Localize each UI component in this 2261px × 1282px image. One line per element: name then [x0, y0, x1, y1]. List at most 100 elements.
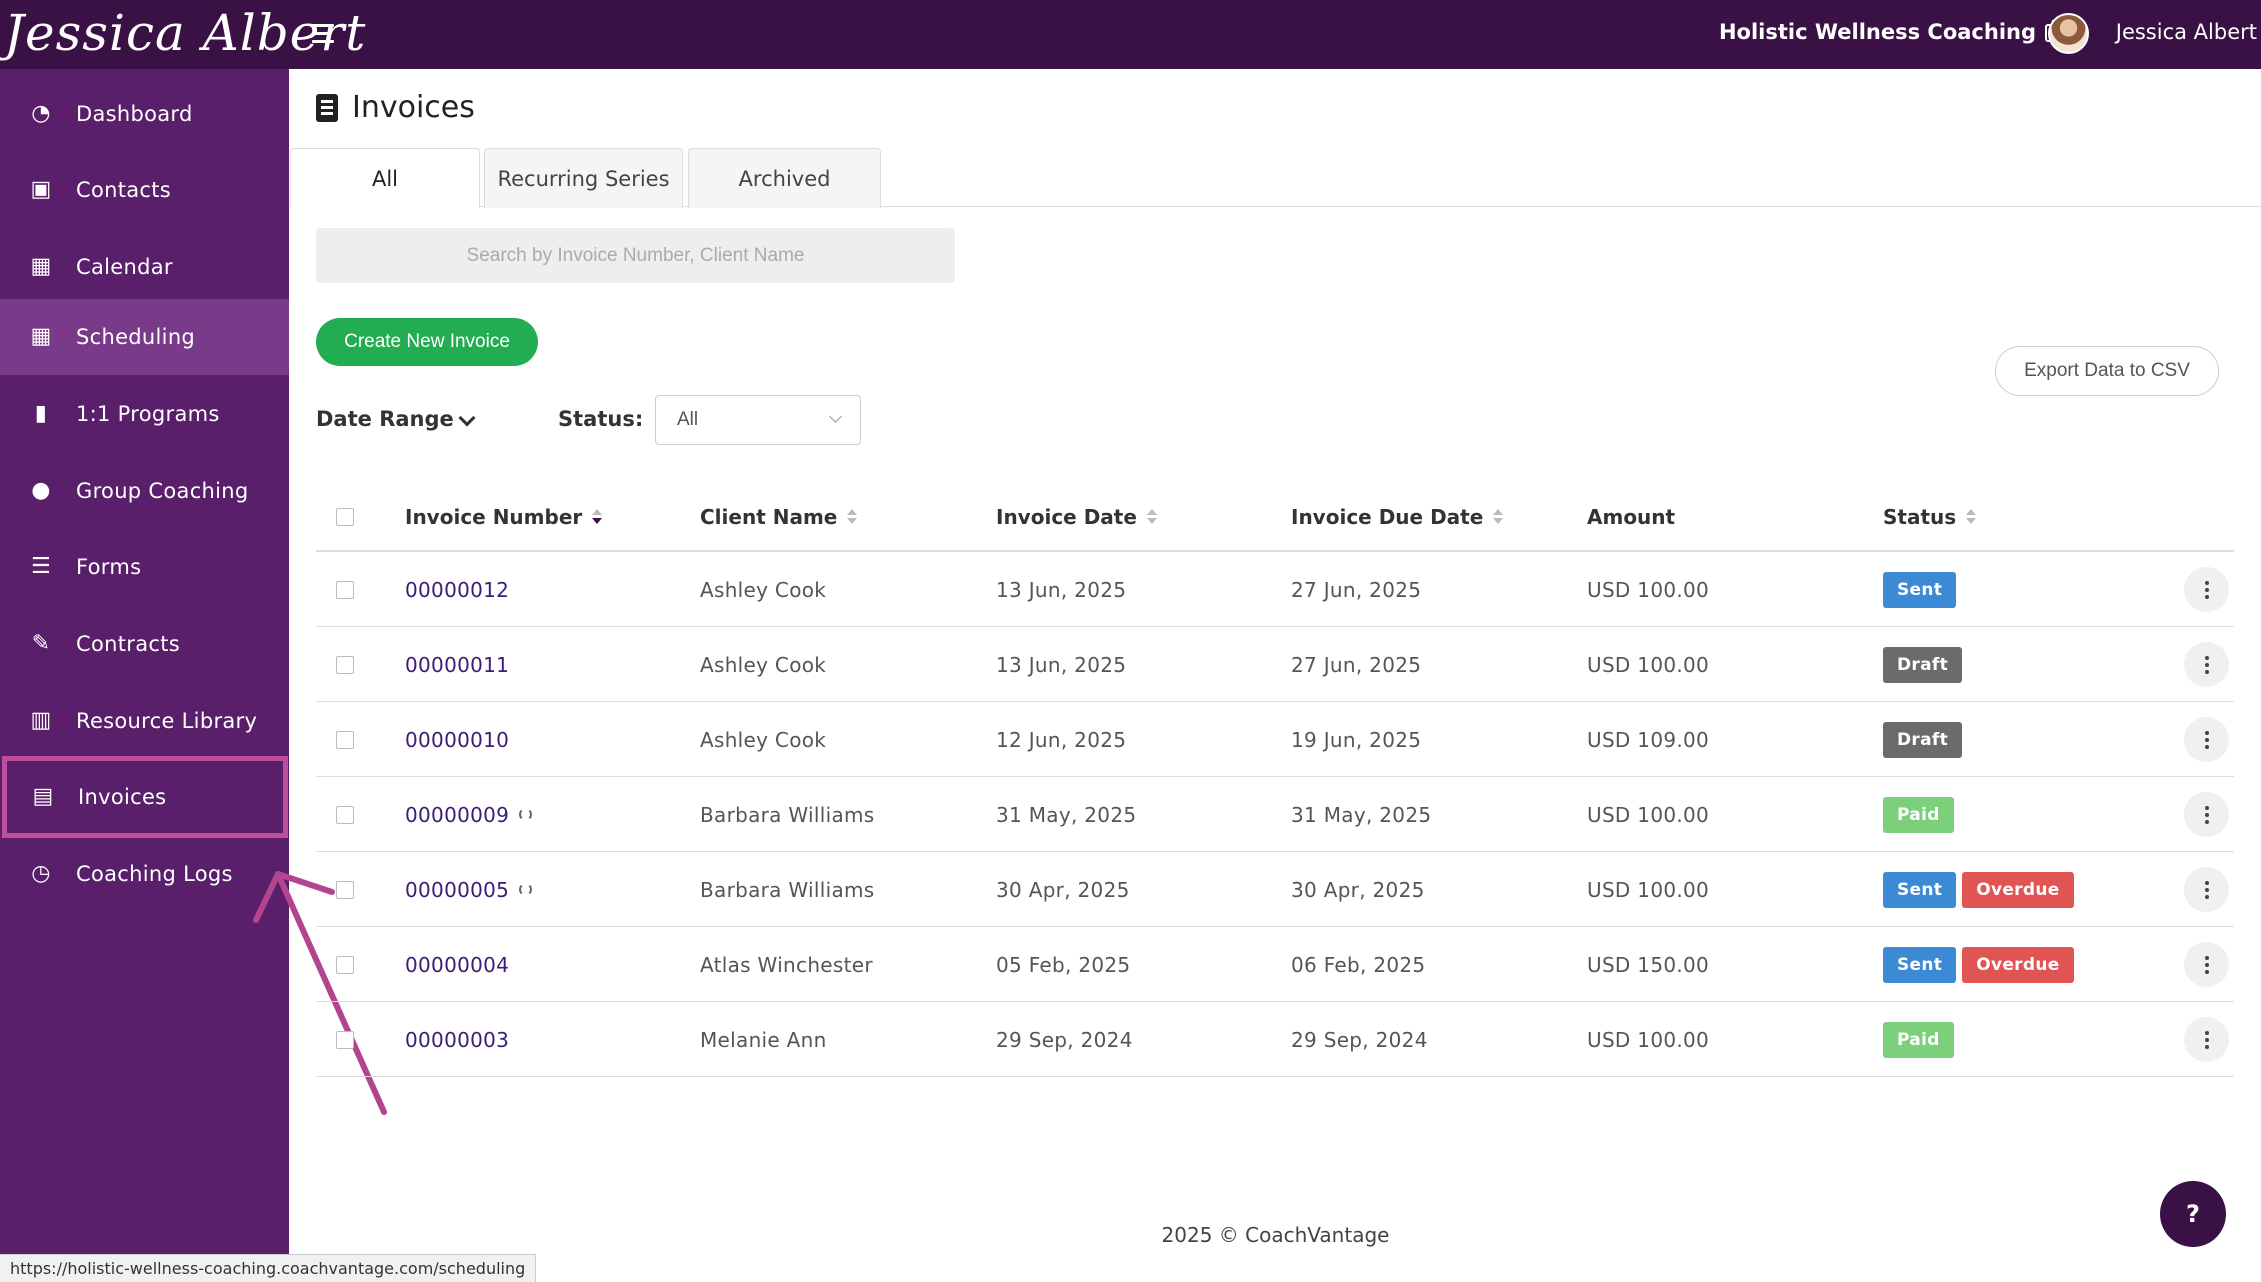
more-options-icon[interactable]	[2184, 642, 2229, 687]
row-checkbox[interactable]	[336, 956, 354, 974]
sidebar-item-calendar[interactable]: ▦ Calendar	[0, 229, 289, 305]
sidebar-item-programs[interactable]: ▮ 1:1 Programs	[0, 376, 289, 452]
export-csv-button[interactable]: Export Data to CSV	[1995, 346, 2219, 396]
help-button[interactable]: ?	[2160, 1181, 2226, 1247]
table-row[interactable]: 00000003 Melanie Ann 29 Sep, 2024 29 Sep, 2…	[316, 1002, 2234, 1077]
invoice-number-link[interactable]: 00000012	[405, 577, 510, 602]
column-amount: Amount	[1587, 505, 1676, 529]
status-badge: Draft	[1883, 721, 1962, 758]
row-checkbox[interactable]	[336, 806, 354, 824]
sort-icon[interactable]	[1493, 509, 1504, 525]
tab-all[interactable]: All	[290, 148, 480, 208]
status-badge: Sent	[1883, 946, 1957, 983]
amount-cell: USD 150.00	[1587, 952, 1710, 977]
table-row[interactable]: 00000011 Ashley Cook 13 Jun, 2025 27 Jun, 2…	[316, 627, 2234, 702]
invoice-number-link[interactable]: 00000010	[405, 727, 510, 752]
sidebar-item-label: Dashboard	[76, 102, 193, 126]
more-options-icon[interactable]	[2184, 717, 2229, 762]
client-name-cell: Ashley Cook	[700, 577, 827, 602]
status-select[interactable]: All	[655, 395, 861, 445]
sidebar: ◔ Dashboard ▣ Contacts ▦ Calendar ▦ Sche…	[0, 69, 289, 1282]
client-name-cell: Barbara Williams	[700, 877, 875, 902]
sort-icon[interactable]	[847, 509, 858, 525]
invoice-number-link[interactable]: 00000005	[405, 877, 510, 902]
sidebar-item-label: Invoices	[78, 785, 167, 809]
column-due-date[interactable]: Invoice Due Date	[1291, 482, 1504, 552]
client-name-cell: Melanie Ann	[700, 1027, 827, 1052]
more-options-icon[interactable]	[2184, 1017, 2229, 1062]
search-input[interactable]	[316, 228, 955, 283]
invoice-date-cell: 12 Jun, 2025	[996, 727, 1127, 752]
status-badge: Overdue	[1962, 871, 2074, 908]
column-invoice-number[interactable]: Invoice Number	[405, 482, 603, 552]
sort-icon[interactable]	[1146, 509, 1157, 525]
logo[interactable]: Jessica Albert	[4, 4, 367, 62]
status-badge: Sent	[1883, 571, 1957, 608]
invoice-number-link[interactable]: 00000011	[405, 652, 510, 677]
invoice-date-cell: 05 Feb, 2025	[996, 952, 1131, 977]
sidebar-item-contacts[interactable]: ▣ Contacts	[0, 152, 289, 228]
sidebar-item-label: Group Coaching	[76, 479, 249, 503]
invoice-date-cell: 13 Jun, 2025	[996, 652, 1127, 677]
sidebar-item-dashboard[interactable]: ◔ Dashboard	[0, 76, 289, 152]
menu-toggle-icon[interactable]	[312, 24, 336, 44]
invoice-number-link[interactable]: 00000004	[405, 952, 510, 977]
row-checkbox[interactable]	[336, 881, 354, 899]
sidebar-item-forms[interactable]: ☰ Forms	[0, 529, 289, 605]
due-date-cell: 27 Jun, 2025	[1291, 577, 1422, 602]
table-row[interactable]: 00000012 Ashley Cook 13 Jun, 2025 27 Jun, 2…	[316, 552, 2234, 627]
clock-icon: ◷	[31, 861, 51, 886]
avatar[interactable]	[2048, 13, 2089, 54]
table-row[interactable]: 00000009 Barbara Williams 31 May, 2025 31 M…	[316, 777, 2234, 852]
status-select-value: All	[677, 409, 699, 430]
invoice-date-cell: 30 Apr, 2025	[996, 877, 1130, 902]
sort-icon[interactable]	[592, 509, 603, 525]
more-options-icon[interactable]	[2184, 942, 2229, 987]
sidebar-item-group-coaching[interactable]: ● Group Coaching	[0, 453, 289, 529]
client-name-cell: Ashley Cook	[700, 727, 827, 752]
table-row[interactable]: 00000004 Atlas Winchester 05 Feb, 2025 06 F…	[316, 927, 2234, 1002]
tab-recurring-series[interactable]: Recurring Series	[484, 148, 683, 208]
chevron-down-icon	[829, 410, 842, 423]
sort-icon[interactable]	[1966, 509, 1977, 525]
date-range-filter[interactable]: Date Range	[316, 407, 454, 431]
user-name[interactable]: Jessica Albert	[2115, 20, 2257, 44]
column-invoice-date[interactable]: Invoice Date	[996, 482, 1157, 552]
invoice-number-link[interactable]: 00000009	[405, 802, 510, 827]
table-row[interactable]: 00000010 Ashley Cook 12 Jun, 2025 19 Jun, 2…	[316, 702, 2234, 777]
invoice-number-cell: 00000012	[405, 552, 509, 627]
more-options-icon[interactable]	[2184, 567, 2229, 612]
status-bar-url: https://holistic-wellness-coaching.coach…	[0, 1254, 537, 1282]
organization-name[interactable]: Holistic Wellness Coaching	[1718, 20, 2036, 44]
chevron-down-icon[interactable]	[458, 409, 476, 427]
tabs-divider	[290, 206, 2261, 207]
invoice-date-cell: 31 May, 2025	[996, 802, 1137, 827]
sidebar-item-scheduling[interactable]: ▦ Scheduling	[0, 299, 289, 375]
due-date-cell: 30 Apr, 2025	[1291, 877, 1425, 902]
sidebar-item-invoices[interactable]: ▤ Invoices	[2, 756, 288, 838]
sidebar-item-resource-library[interactable]: ▥ Resource Library	[0, 683, 289, 759]
tab-archived[interactable]: Archived	[688, 148, 881, 208]
more-options-icon[interactable]	[2184, 867, 2229, 912]
column-status[interactable]: Status	[1883, 482, 1977, 552]
status-cell: Sent Overdue	[1883, 852, 2080, 927]
create-invoice-button[interactable]: Create New Invoice	[316, 318, 538, 366]
row-checkbox[interactable]	[336, 731, 354, 749]
sidebar-item-contracts[interactable]: ✎ Contracts	[0, 606, 289, 682]
column-client-name[interactable]: Client Name	[700, 482, 858, 552]
table-row[interactable]: 00000005 Barbara Williams 30 Apr, 2025 30 A…	[316, 852, 2234, 927]
row-checkbox[interactable]	[336, 581, 354, 599]
invoice-icon	[316, 93, 338, 122]
row-checkbox[interactable]	[336, 656, 354, 674]
due-date-cell: 19 Jun, 2025	[1291, 727, 1422, 752]
select-all-checkbox[interactable]	[336, 508, 354, 526]
library-icon: ▥	[30, 708, 52, 733]
recurring-icon	[519, 883, 533, 896]
invoice-number-link[interactable]: 00000003	[405, 1027, 510, 1052]
dashboard-icon: ◔	[31, 101, 51, 126]
top-bar: Jessica Albert Holistic Wellness Coachin…	[0, 0, 2261, 69]
row-checkbox[interactable]	[336, 1031, 354, 1049]
sidebar-item-coaching-logs[interactable]: ◷ Coaching Logs	[0, 836, 289, 912]
more-options-icon[interactable]	[2184, 792, 2229, 837]
sidebar-item-label: Contacts	[76, 178, 172, 202]
